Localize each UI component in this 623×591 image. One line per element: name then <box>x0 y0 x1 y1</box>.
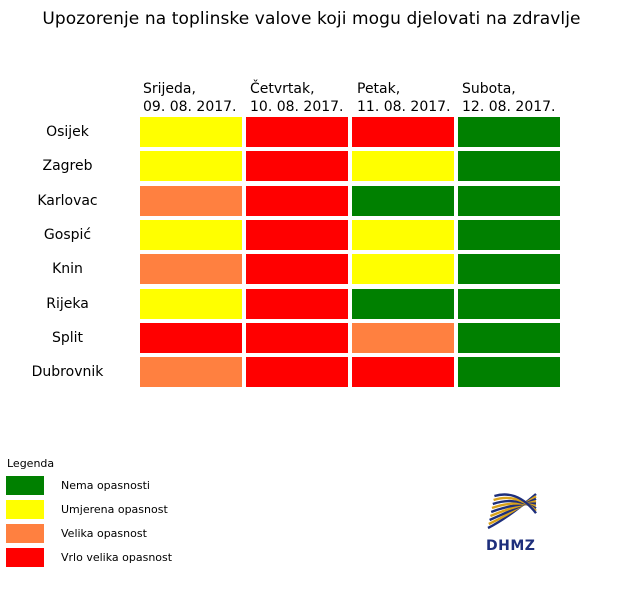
heat-cell <box>140 289 242 319</box>
heat-cell <box>246 186 348 216</box>
row-label: Knin <box>52 261 83 277</box>
row-label: Zagreb <box>42 158 93 174</box>
heat-cell <box>458 151 560 181</box>
heat-cell <box>140 151 242 181</box>
heat-cell <box>352 220 454 250</box>
legend-swatch <box>6 476 44 495</box>
row-label: Osijek <box>46 124 89 140</box>
heat-cell <box>140 186 242 216</box>
legend-label: Vrlo velika opasnost <box>61 551 173 564</box>
column-day: Četvrtak, <box>250 81 315 97</box>
column-day: Srijeda, <box>143 81 196 97</box>
heat-cell <box>458 357 560 387</box>
heat-cell <box>246 254 348 284</box>
row-label: Split <box>51 330 84 346</box>
dhmz-logo-text: DHMZ <box>486 538 536 554</box>
heat-cell <box>140 117 242 147</box>
heat-cell <box>246 323 348 353</box>
legend-label: Velika opasnost <box>61 527 147 540</box>
heat-cell <box>140 357 242 387</box>
column-header: Četvrtak, 10. 08. 2017. <box>250 80 344 116</box>
heat-cell <box>458 323 560 353</box>
heat-cell <box>458 186 560 216</box>
heat-cell <box>352 151 454 181</box>
legend-swatch <box>6 548 44 567</box>
heat-cell <box>352 254 454 284</box>
logo-stripe <box>488 495 537 526</box>
column-header: Petak, 11. 08. 2017. <box>357 80 451 116</box>
heat-cell <box>352 323 454 353</box>
logo-stripe <box>489 497 537 522</box>
heat-cell <box>458 289 560 319</box>
heat-cell <box>458 117 560 147</box>
column-header: Subota, 12. 08. 2017. <box>462 80 556 116</box>
row-label: Gospić <box>43 227 92 243</box>
heat-cell <box>246 220 348 250</box>
heat-cell <box>246 357 348 387</box>
column-header: Srijeda, 09. 08. 2017. <box>143 80 237 116</box>
heat-cell <box>140 254 242 284</box>
legend-label: Umjerena opasnost <box>61 503 168 516</box>
heat-cell <box>140 220 242 250</box>
logo-stripe <box>487 493 537 530</box>
logo-stripe <box>490 502 537 514</box>
row-label: Rijeka <box>46 296 89 312</box>
column-day: Subota, <box>462 81 516 97</box>
logo-stripe <box>494 493 537 514</box>
column-date: 11. 08. 2017. <box>357 99 451 115</box>
heat-cell <box>140 323 242 353</box>
row-label: Dubrovnik <box>31 364 104 380</box>
heat-cell <box>352 289 454 319</box>
heat-cell <box>352 186 454 216</box>
heat-cell <box>352 117 454 147</box>
heat-cell <box>458 220 560 250</box>
chart-title: Upozorenje na toplinske valove koji mogu… <box>42 9 581 29</box>
heat-cell <box>352 357 454 387</box>
heat-cell <box>246 151 348 181</box>
legend-label: Nema opasnosti <box>61 479 150 492</box>
heat-cell <box>246 117 348 147</box>
dhmz-logo-icon <box>487 493 537 530</box>
heat-cell <box>458 254 560 284</box>
legend-title: Legenda <box>7 457 55 470</box>
logo-stripe <box>489 500 537 518</box>
column-date: 10. 08. 2017. <box>250 99 344 115</box>
row-label: Karlovac <box>37 193 98 209</box>
legend-swatch <box>6 500 44 519</box>
column-date: 09. 08. 2017. <box>143 99 237 115</box>
column-day: Petak, <box>357 81 401 97</box>
legend-swatch <box>6 524 44 543</box>
heat-cell <box>246 289 348 319</box>
column-date: 12. 08. 2017. <box>462 99 556 115</box>
